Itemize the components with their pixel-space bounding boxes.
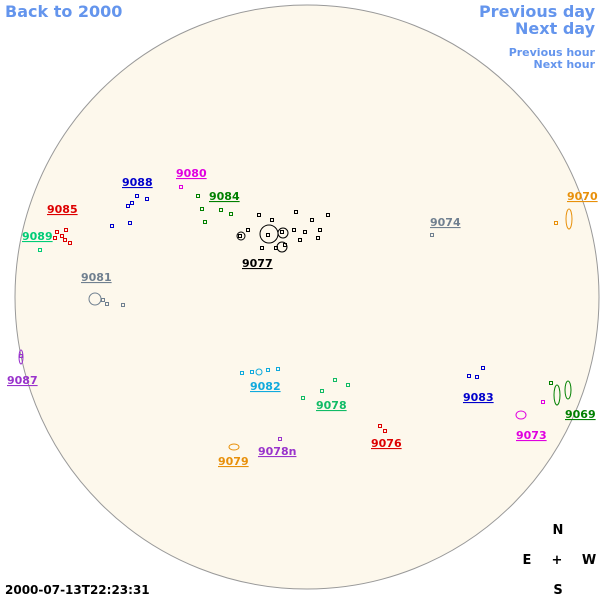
sunspot bbox=[292, 228, 296, 232]
next-day-link[interactable]: Next day bbox=[515, 19, 596, 38]
next-hour-link[interactable]: Next hour bbox=[534, 58, 596, 71]
region-label[interactable]: 9078 bbox=[316, 399, 347, 412]
sunspot bbox=[301, 396, 305, 400]
sunspot bbox=[19, 354, 23, 358]
sunspot bbox=[303, 230, 307, 234]
sunspot bbox=[278, 437, 282, 441]
sunspot bbox=[110, 224, 114, 228]
sunspot bbox=[240, 371, 244, 375]
sunspot bbox=[430, 233, 434, 237]
sunspot bbox=[228, 443, 240, 451]
sunspot bbox=[250, 370, 254, 374]
compass-west: W bbox=[582, 553, 596, 568]
region-label[interactable]: 9082 bbox=[250, 380, 281, 393]
sunspot bbox=[266, 368, 270, 372]
sunspot bbox=[318, 228, 322, 232]
sunspot bbox=[101, 298, 105, 302]
sunspot bbox=[179, 185, 183, 189]
sunspot bbox=[255, 368, 263, 376]
sunspot bbox=[475, 375, 479, 379]
region-label[interactable]: 9076 bbox=[371, 437, 402, 450]
sunspot bbox=[320, 389, 324, 393]
sunspot bbox=[554, 221, 558, 225]
sunspot bbox=[276, 367, 280, 371]
region-label[interactable]: 9084 bbox=[209, 190, 240, 203]
compass-south: S bbox=[553, 583, 562, 598]
region-label[interactable]: 9078n bbox=[258, 445, 296, 458]
sunspot bbox=[481, 366, 485, 370]
region-label[interactable]: 9089 bbox=[22, 230, 53, 243]
sunspot bbox=[294, 210, 298, 214]
sunspot bbox=[280, 230, 284, 234]
region-label[interactable]: 9070 bbox=[567, 190, 598, 203]
sunspot bbox=[236, 231, 246, 241]
sunspot bbox=[196, 194, 200, 198]
sunspot bbox=[549, 381, 553, 385]
sunspot bbox=[316, 236, 320, 240]
sunspot bbox=[63, 238, 67, 242]
sunspot bbox=[128, 221, 132, 225]
region-label[interactable]: 9080 bbox=[176, 167, 207, 180]
sunspot bbox=[60, 234, 64, 238]
sunspot bbox=[38, 248, 42, 252]
previous-day-link[interactable]: Previous day bbox=[479, 2, 596, 21]
sunspot bbox=[274, 246, 278, 250]
sunspot bbox=[277, 227, 289, 239]
sunspot bbox=[219, 208, 223, 212]
sunspot bbox=[266, 233, 270, 237]
sunspot bbox=[333, 378, 337, 382]
timestamp: 2000-07-13T22:23:31 bbox=[5, 583, 150, 597]
sunspot bbox=[270, 218, 274, 222]
sunspot bbox=[257, 213, 261, 217]
sunspot bbox=[238, 234, 242, 238]
sunspot bbox=[553, 384, 561, 406]
sunspot bbox=[515, 410, 527, 420]
region-label[interactable]: 9069 bbox=[565, 408, 596, 421]
sunspot bbox=[310, 218, 314, 222]
sunspot bbox=[135, 194, 139, 198]
back-link[interactable]: Back to 2000 bbox=[5, 2, 122, 21]
sunspot bbox=[283, 243, 287, 247]
sunspot bbox=[467, 374, 471, 378]
region-label[interactable]: 9088 bbox=[122, 176, 153, 189]
compass-center: + bbox=[552, 553, 563, 568]
sunspot bbox=[346, 383, 350, 387]
region-label[interactable]: 9073 bbox=[516, 429, 547, 442]
region-label[interactable]: 9087 bbox=[7, 374, 38, 387]
compass-north: N bbox=[553, 523, 564, 538]
sunspot bbox=[565, 208, 573, 230]
region-label[interactable]: 9077 bbox=[242, 257, 273, 270]
sunspot bbox=[383, 429, 387, 433]
compass-east: E bbox=[523, 553, 532, 568]
sunspot bbox=[126, 204, 130, 208]
sunspot bbox=[229, 212, 233, 216]
sunspot bbox=[53, 236, 57, 240]
sunspot bbox=[200, 207, 204, 211]
sunspot bbox=[378, 424, 382, 428]
region-label[interactable]: 9079 bbox=[218, 455, 249, 468]
region-label[interactable]: 9074 bbox=[430, 216, 461, 229]
region-label[interactable]: 9081 bbox=[81, 271, 112, 284]
region-label[interactable]: 9083 bbox=[463, 391, 494, 404]
sunspot bbox=[121, 303, 125, 307]
sunspot bbox=[564, 380, 572, 400]
previous-hour-link[interactable]: Previous hour bbox=[509, 46, 596, 59]
sunspot bbox=[105, 302, 109, 306]
sunspot bbox=[145, 197, 149, 201]
sunspot bbox=[55, 230, 59, 234]
sunspot bbox=[64, 228, 68, 232]
sunspot bbox=[326, 213, 330, 217]
sunspot bbox=[203, 220, 207, 224]
solar-disk bbox=[14, 4, 600, 590]
sunspot bbox=[130, 201, 134, 205]
sunspot bbox=[68, 241, 72, 245]
region-label[interactable]: 9085 bbox=[47, 203, 78, 216]
sunspot bbox=[541, 400, 545, 404]
sunspot bbox=[298, 238, 302, 242]
sunspot bbox=[246, 228, 250, 232]
sunspot bbox=[260, 246, 264, 250]
